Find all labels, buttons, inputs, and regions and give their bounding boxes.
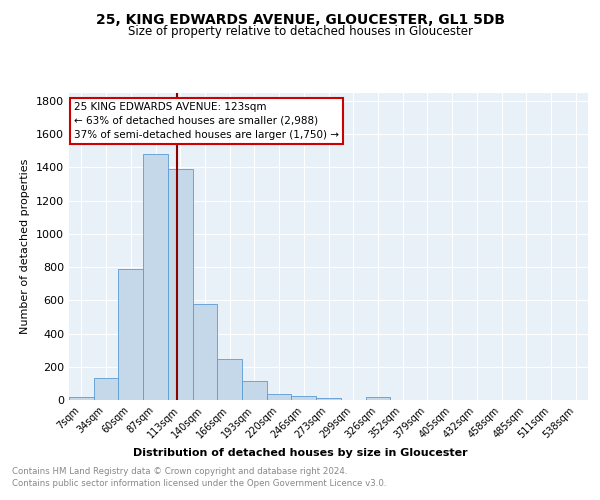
Y-axis label: Number of detached properties: Number of detached properties	[20, 158, 31, 334]
Bar	[94, 378, 118, 400]
Bar	[365, 396, 390, 400]
Bar	[217, 359, 242, 400]
Bar	[242, 381, 267, 400]
Text: 25, KING EDWARDS AVENUE, GLOUCESTER, GL1 5DB: 25, KING EDWARDS AVENUE, GLOUCESTER, GL1…	[95, 12, 505, 26]
Bar	[69, 396, 94, 400]
Bar	[292, 396, 316, 400]
Text: 25 KING EDWARDS AVENUE: 123sqm
← 63% of detached houses are smaller (2,988)
37% : 25 KING EDWARDS AVENUE: 123sqm ← 63% of …	[74, 102, 339, 140]
Text: Contains public sector information licensed under the Open Government Licence v3: Contains public sector information licen…	[12, 479, 386, 488]
Text: Distribution of detached houses by size in Gloucester: Distribution of detached houses by size …	[133, 448, 467, 458]
Bar	[118, 268, 143, 400]
Bar	[143, 154, 168, 400]
Bar	[267, 394, 292, 400]
Text: Contains HM Land Registry data © Crown copyright and database right 2024.: Contains HM Land Registry data © Crown c…	[12, 468, 347, 476]
Bar	[193, 304, 217, 400]
Text: Size of property relative to detached houses in Gloucester: Size of property relative to detached ho…	[128, 25, 473, 38]
Bar	[168, 169, 193, 400]
Bar	[316, 398, 341, 400]
